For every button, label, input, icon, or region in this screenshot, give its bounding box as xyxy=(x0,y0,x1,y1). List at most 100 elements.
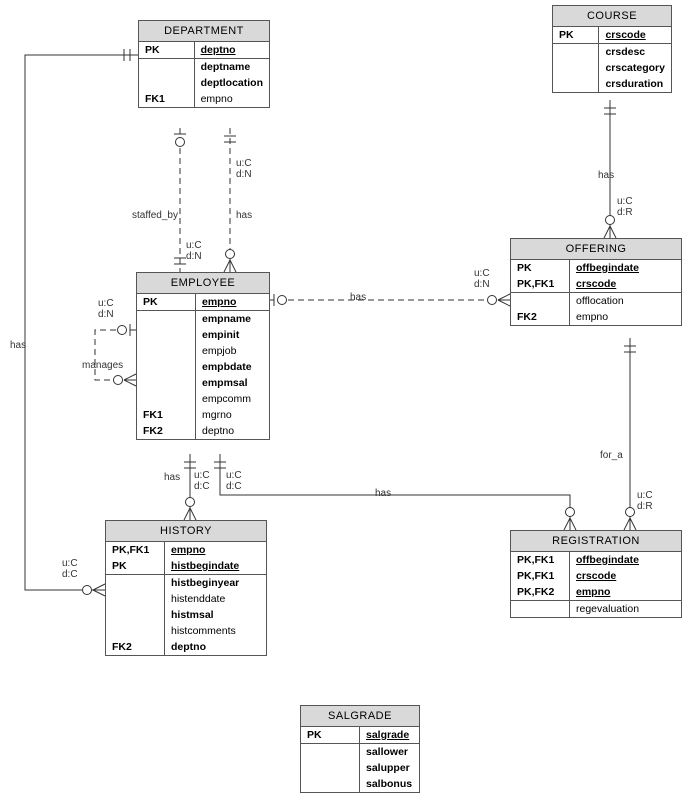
attr-name: crsdesc xyxy=(599,44,671,61)
attr-name: salbonus xyxy=(360,776,420,792)
attr-name: empno xyxy=(570,584,682,601)
attr-name: salupper xyxy=(360,760,420,776)
edge-label: for_a xyxy=(600,450,623,461)
entity-history: HISTORYPK,FK1empnoPKhistbegindatehistbeg… xyxy=(105,520,267,656)
edge-label: manages xyxy=(82,360,123,371)
key-col: PK xyxy=(511,260,570,276)
attr-name: empno xyxy=(570,309,682,325)
entity-title: OFFERING xyxy=(511,239,681,260)
entity-title: SALGRADE xyxy=(301,706,419,727)
key-col: PK,FK2 xyxy=(511,584,570,601)
attr-name: histmsal xyxy=(165,607,267,623)
key-col: PK xyxy=(553,27,599,44)
edge-label: has xyxy=(236,210,252,221)
attr-name: offbegindate xyxy=(570,260,682,276)
key-col xyxy=(301,776,360,792)
key-col xyxy=(553,60,599,76)
key-col: PK xyxy=(139,42,194,59)
key-col xyxy=(106,607,165,623)
entity-offering: OFFERINGPKoffbegindatePK,FK1crscodeofflo… xyxy=(510,238,682,326)
attr-name: histbegindate xyxy=(165,558,267,575)
attr-name: crscode xyxy=(599,27,671,44)
attr-name: empinit xyxy=(196,327,270,343)
key-col xyxy=(137,311,196,328)
key-col: PK,FK1 xyxy=(106,542,165,558)
attr-name: salgrade xyxy=(360,727,420,744)
key-col: PK,FK1 xyxy=(511,552,570,568)
key-col xyxy=(106,591,165,607)
attr-name: empno xyxy=(196,294,270,311)
attr-name: histenddate xyxy=(165,591,267,607)
edge-cardinality: u:Cd:N xyxy=(474,268,490,290)
edge-label: has xyxy=(375,488,391,499)
key-col xyxy=(139,75,194,91)
attr-name: deptno xyxy=(194,42,269,59)
edge-manages xyxy=(95,330,136,380)
attr-name: sallower xyxy=(360,744,420,761)
key-col xyxy=(511,293,570,310)
attr-name: offbegindate xyxy=(570,552,682,568)
entity-title: HISTORY xyxy=(106,521,266,542)
attr-name: crscode xyxy=(570,276,682,293)
key-col xyxy=(137,359,196,375)
attr-name: empbdate xyxy=(196,359,270,375)
attr-name: crscode xyxy=(570,568,682,584)
attr-name: deptno xyxy=(165,639,267,655)
edge-cardinality: u:Cd:C xyxy=(226,470,242,492)
entity-employee: EMPLOYEEPKempnoempnameempinitempjobempbd… xyxy=(136,272,270,440)
attr-name: empjob xyxy=(196,343,270,359)
key-col: PK xyxy=(137,294,196,311)
edge-label: has xyxy=(164,472,180,483)
edge-label: has xyxy=(10,340,26,351)
key-col: PK xyxy=(106,558,165,575)
key-col xyxy=(553,44,599,61)
edge-cardinality: u:Cd:N xyxy=(236,158,252,180)
attr-name: empno xyxy=(194,91,269,107)
entity-department: DEPARTMENTPKdeptnodeptnamedeptlocationFK… xyxy=(138,20,270,108)
attr-name: crscategory xyxy=(599,60,671,76)
attr-name: histcomments xyxy=(165,623,267,639)
key-col: PK,FK1 xyxy=(511,276,570,293)
attr-name: empcomm xyxy=(196,391,270,407)
key-col xyxy=(106,623,165,639)
edge-cardinality: u:Cd:N xyxy=(186,240,202,262)
entity-registration: REGISTRATIONPK,FK1offbegindatePK,FK1crsc… xyxy=(510,530,682,618)
attr-name: empmsal xyxy=(196,375,270,391)
key-col: PK xyxy=(301,727,360,744)
key-col: FK2 xyxy=(106,639,165,655)
attr-name: histbeginyear xyxy=(165,575,267,592)
edge-emp_has_reg xyxy=(220,454,570,530)
edge-label: has xyxy=(350,292,366,303)
attr-name: deptname xyxy=(194,59,269,76)
key-col: FK1 xyxy=(137,407,196,423)
edge-cardinality: u:Cd:R xyxy=(637,490,653,512)
key-col xyxy=(139,59,194,76)
edge-label: staffed_by xyxy=(132,210,178,221)
key-col xyxy=(553,76,599,92)
attr-name: crsduration xyxy=(599,76,671,92)
key-col: PK,FK1 xyxy=(511,568,570,584)
entity-salgrade: SALGRADEPKsalgradesallowersaluppersalbon… xyxy=(300,705,420,793)
entity-course: COURSEPKcrscodecrsdesccrscategorycrsdura… xyxy=(552,5,672,93)
attr-name: deptlocation xyxy=(194,75,269,91)
key-col xyxy=(137,375,196,391)
key-col: FK2 xyxy=(137,423,196,439)
entity-title: DEPARTMENT xyxy=(139,21,269,42)
edge-cardinality: u:Cd:N xyxy=(98,298,114,320)
edge-cardinality: u:Cd:C xyxy=(194,470,210,492)
key-col: FK2 xyxy=(511,309,570,325)
key-col xyxy=(106,575,165,592)
key-col xyxy=(137,327,196,343)
attr-name: offlocation xyxy=(570,293,682,310)
key-col xyxy=(511,601,570,618)
attr-name: deptno xyxy=(196,423,270,439)
attr-name: empname xyxy=(196,311,270,328)
entity-title: REGISTRATION xyxy=(511,531,681,552)
key-col xyxy=(137,391,196,407)
attr-name: regevaluation xyxy=(570,601,682,618)
key-col: FK1 xyxy=(139,91,194,107)
edge-label: has xyxy=(598,170,614,181)
attr-name: mgrno xyxy=(196,407,270,423)
edge-dept_has_hist xyxy=(25,55,138,590)
edge-cardinality: u:Cd:C xyxy=(62,558,78,580)
